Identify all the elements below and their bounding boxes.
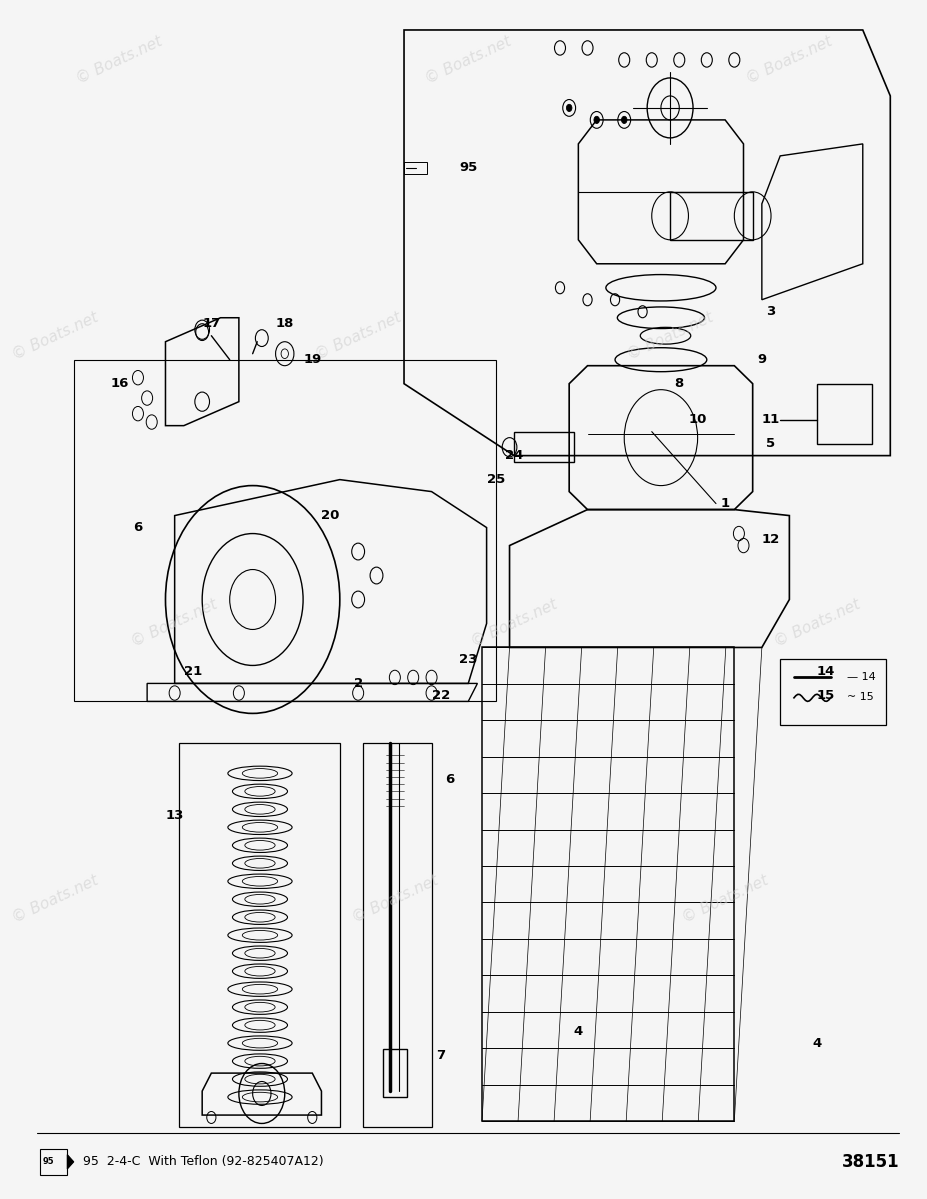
Text: © Boats.net: © Boats.net xyxy=(349,873,440,926)
Text: 38151: 38151 xyxy=(842,1152,899,1171)
Bar xyxy=(781,659,885,725)
Text: 12: 12 xyxy=(762,534,781,546)
Text: © Boats.net: © Boats.net xyxy=(744,34,835,86)
Text: 21: 21 xyxy=(184,665,202,677)
Bar xyxy=(179,743,340,1127)
Text: © Boats.net: © Boats.net xyxy=(771,597,862,650)
Bar xyxy=(383,1049,407,1097)
Text: 8: 8 xyxy=(675,378,684,390)
Circle shape xyxy=(566,104,572,112)
Text: 7: 7 xyxy=(437,1049,445,1061)
Text: © Boats.net: © Boats.net xyxy=(423,34,514,86)
Text: 3: 3 xyxy=(767,306,776,318)
Text: © Boats.net: © Boats.net xyxy=(129,597,220,650)
Text: 11: 11 xyxy=(762,414,781,426)
Text: ~ 15: ~ 15 xyxy=(847,692,874,701)
Text: 22: 22 xyxy=(432,689,450,701)
Bar xyxy=(404,162,427,174)
Text: 24: 24 xyxy=(505,450,524,462)
Bar xyxy=(514,432,574,462)
Text: © Boats.net: © Boats.net xyxy=(625,309,716,362)
Text: 6: 6 xyxy=(133,522,143,534)
Circle shape xyxy=(594,116,600,123)
Text: © Boats.net: © Boats.net xyxy=(679,873,770,926)
Bar xyxy=(40,1149,68,1175)
Text: 25: 25 xyxy=(487,474,505,486)
Text: 14: 14 xyxy=(817,665,835,677)
Text: 15: 15 xyxy=(817,689,835,701)
Text: — 14: — 14 xyxy=(847,673,876,682)
Polygon shape xyxy=(68,1155,74,1169)
Text: 20: 20 xyxy=(322,510,340,522)
Text: 4: 4 xyxy=(812,1037,821,1049)
Text: 5: 5 xyxy=(767,438,776,450)
Bar xyxy=(670,192,753,240)
Text: 16: 16 xyxy=(110,378,129,390)
Text: © Boats.net: © Boats.net xyxy=(312,309,403,362)
Text: 4: 4 xyxy=(574,1025,583,1037)
Text: 17: 17 xyxy=(202,318,221,330)
Text: 23: 23 xyxy=(459,653,477,665)
Text: 1: 1 xyxy=(720,498,730,510)
Text: 19: 19 xyxy=(303,354,322,366)
Bar xyxy=(362,743,432,1127)
Text: 10: 10 xyxy=(689,414,706,426)
Text: 95: 95 xyxy=(43,1157,54,1167)
Text: 2: 2 xyxy=(353,677,362,689)
Text: 95  2-4-C  With Teflon (92-825407A12): 95 2-4-C With Teflon (92-825407A12) xyxy=(83,1156,324,1168)
Text: 9: 9 xyxy=(757,354,767,366)
Text: 18: 18 xyxy=(275,318,294,330)
Text: 95: 95 xyxy=(459,162,477,174)
Text: © Boats.net: © Boats.net xyxy=(469,597,560,650)
Text: © Boats.net: © Boats.net xyxy=(10,873,101,926)
Text: 6: 6 xyxy=(445,773,454,785)
Text: 13: 13 xyxy=(165,809,184,821)
Circle shape xyxy=(621,116,627,123)
Bar xyxy=(74,360,496,701)
Text: © Boats.net: © Boats.net xyxy=(74,34,165,86)
Text: © Boats.net: © Boats.net xyxy=(10,309,101,362)
